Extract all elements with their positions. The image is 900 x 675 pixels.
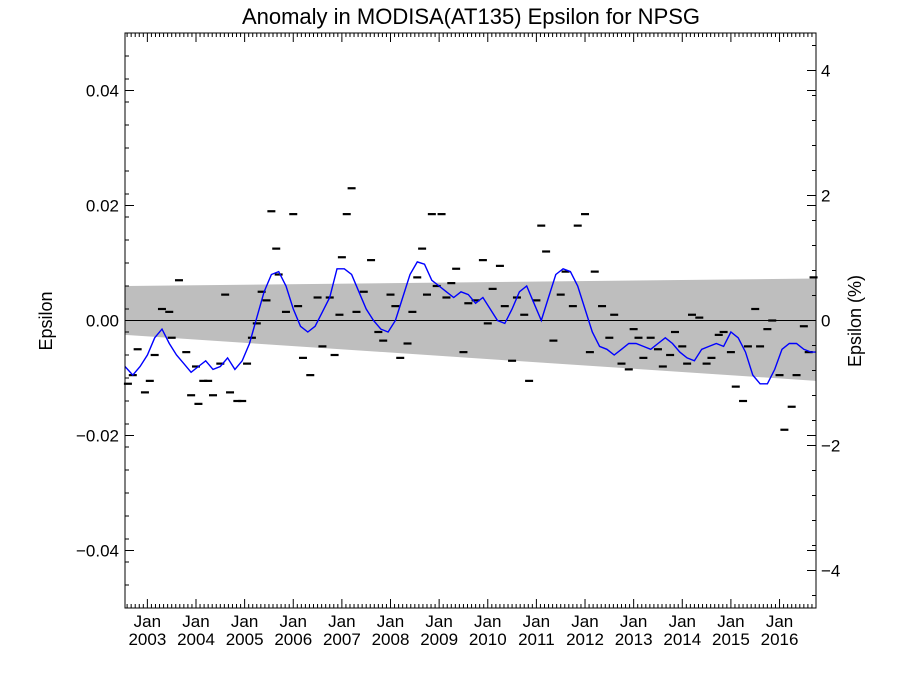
x-tick-month-label: Jan — [766, 612, 793, 631]
x-tick-month-label: Jan — [425, 612, 452, 631]
y-tick-label: −0.04 — [76, 542, 119, 561]
series-line — [124, 261, 816, 385]
chart-title: Anomaly in MODISA(AT135) Epsilon for NPS… — [242, 4, 700, 29]
y-tick-label: −0.02 — [76, 427, 119, 446]
x-tick-month-label: Jan — [280, 612, 307, 631]
x-tick-month-label: Jan — [620, 612, 647, 631]
x-tick-month-label: Jan — [134, 612, 161, 631]
x-tick-month-label: Jan — [474, 612, 501, 631]
right-y-tick-label: −4 — [821, 562, 840, 581]
x-tick-month-label: Jan — [523, 612, 550, 631]
x-tick-month-label: Jan — [669, 612, 696, 631]
plot-area — [123, 32, 818, 609]
x-tick-month-label: Jan — [717, 612, 744, 631]
right-y-tick-label: −2 — [821, 437, 840, 456]
right-y-axis: −4 −2 0 2 4 — [807, 45, 840, 596]
x-tick-month-label: Jan — [377, 612, 404, 631]
x-tick-month-label: Jan — [231, 612, 258, 631]
y-tick-label: 0.04 — [86, 82, 119, 101]
x-tick-month-label: Jan — [571, 612, 598, 631]
right-y-tick-label: 0 — [821, 312, 830, 331]
x-tick-year-label: 2010 — [469, 630, 507, 649]
x-axis: Jan2003Jan2004Jan2005Jan2006Jan2007Jan20… — [126, 33, 817, 649]
x-tick-year-label: 2004 — [177, 630, 215, 649]
x-tick-year-label: 2006 — [274, 630, 312, 649]
x-tick-year-label: 2008 — [372, 630, 410, 649]
x-tick-year-label: 2014 — [663, 630, 701, 649]
x-tick-year-label: 2005 — [226, 630, 264, 649]
x-tick-year-label: 2007 — [323, 630, 361, 649]
y-axis-label: Epsilon — [36, 291, 56, 350]
right-y-tick-label: 4 — [821, 62, 830, 81]
x-tick-year-label: 2009 — [420, 630, 458, 649]
right-y-axis-label: Epsilon (%) — [845, 275, 865, 367]
y-tick-label: 0.00 — [86, 312, 119, 331]
x-tick-year-label: 2012 — [566, 630, 604, 649]
x-tick-month-label: Jan — [328, 612, 355, 631]
x-tick-month-label: Jan — [182, 612, 209, 631]
x-tick-year-label: 2013 — [615, 630, 653, 649]
x-tick-year-label: 2016 — [761, 630, 799, 649]
x-tick-year-label: 2015 — [712, 630, 750, 649]
x-tick-year-label: 2003 — [128, 630, 166, 649]
left-y-axis: −0.04 −0.02 0.00 0.02 0.04 — [76, 32, 816, 609]
confidence-band — [125, 278, 816, 381]
right-y-tick-label: 2 — [821, 187, 830, 206]
y-tick-label: 0.02 — [86, 197, 119, 216]
x-tick-year-label: 2011 — [518, 630, 555, 649]
